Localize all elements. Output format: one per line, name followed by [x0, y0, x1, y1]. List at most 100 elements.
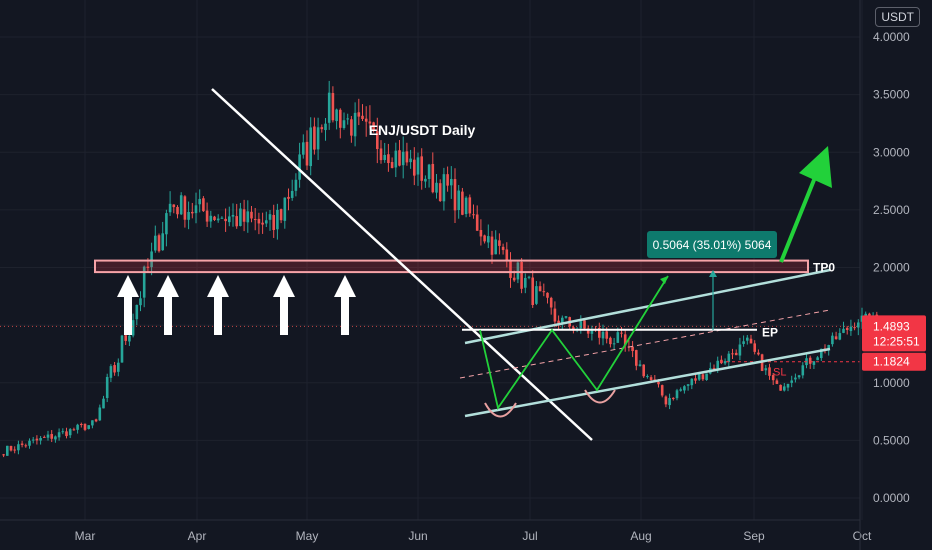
candle-body	[838, 333, 842, 340]
candle-body	[364, 118, 368, 122]
candle-body	[527, 276, 531, 278]
candle-body	[231, 214, 235, 217]
candle-body	[372, 122, 375, 131]
last-price-value: 1.4893	[873, 319, 910, 333]
candle-body	[590, 329, 594, 334]
candle-body	[697, 373, 701, 380]
candle-body	[520, 262, 523, 289]
candle-body	[690, 378, 694, 386]
candle-body	[109, 366, 113, 378]
candle-body	[176, 206, 179, 215]
x-tick-label: Jul	[522, 529, 537, 543]
candle-body	[479, 229, 483, 237]
candle-body	[749, 338, 753, 344]
candle-body	[742, 341, 745, 344]
candle-body	[505, 249, 509, 261]
candle-body	[94, 419, 98, 422]
candle-body	[268, 214, 272, 220]
support-arrow-icon	[273, 275, 295, 335]
stop-loss-badge	[862, 352, 926, 371]
candle-body	[57, 432, 61, 438]
candle-body	[731, 353, 734, 355]
y-tick-label: 4.0000	[873, 30, 910, 44]
candle-body	[102, 398, 105, 409]
chart-title: ENJ/USDT Daily	[369, 122, 476, 138]
candle-body	[187, 211, 190, 220]
candle-body	[464, 197, 468, 215]
candle-body	[734, 352, 738, 356]
candle-body	[216, 218, 220, 221]
candle-body	[834, 336, 838, 340]
candle-body	[827, 345, 830, 350]
y-tick-label: 3.5000	[873, 88, 910, 102]
candle-body	[142, 266, 146, 298]
support-arrow-icon	[157, 275, 179, 335]
candle-body	[509, 261, 512, 278]
x-tick-label: Jun	[408, 529, 427, 543]
candle-body	[723, 361, 727, 364]
candle-body	[131, 320, 135, 336]
candle-body	[257, 218, 261, 224]
x-tick-label: Apr	[188, 529, 207, 543]
candle-body	[172, 204, 176, 208]
resistance-zone	[94, 259, 809, 274]
bottom-cup-left	[484, 402, 517, 418]
candle-body	[442, 174, 446, 202]
candle-body	[438, 183, 442, 201]
candle-body	[694, 378, 697, 381]
downtrend-line	[211, 88, 593, 441]
candle-body	[294, 179, 298, 191]
candle-body	[564, 316, 568, 318]
candle-body	[616, 332, 620, 343]
candle-body	[205, 210, 209, 222]
candle-body	[701, 374, 705, 380]
x-tick-label: Sep	[743, 529, 765, 543]
candle-body	[501, 246, 505, 251]
candle-body	[427, 164, 431, 180]
candle-body	[631, 346, 634, 352]
candle-body	[783, 386, 786, 391]
candle-body	[845, 327, 849, 330]
candle-body	[483, 235, 486, 242]
candle-body	[416, 157, 420, 175]
support-arrow-icon	[117, 275, 139, 335]
candle-body	[276, 209, 279, 230]
candle-body	[357, 112, 361, 117]
candle-body	[609, 337, 612, 345]
candle-body	[50, 434, 53, 439]
candle-body	[46, 434, 50, 438]
candle-body	[409, 158, 412, 163]
candle-body	[413, 159, 416, 176]
candle-body	[664, 396, 668, 405]
candle-body	[198, 198, 201, 205]
candle-body	[361, 115, 364, 119]
measure-badge-label: 0.5064 (35.01%) 5064	[653, 238, 772, 252]
candle-body	[113, 365, 116, 373]
candle-body	[265, 220, 268, 224]
y-tick-label: 2.0000	[873, 261, 910, 275]
candle-body	[346, 118, 349, 120]
candle-body	[820, 348, 823, 359]
candle-body	[183, 196, 187, 220]
candle-body	[757, 352, 760, 355]
candle-body	[487, 236, 490, 243]
candle-body	[179, 195, 183, 215]
candle-body	[146, 266, 150, 268]
bottom-cup-right	[584, 389, 616, 404]
candle-body	[753, 343, 756, 352]
candle-body	[2, 454, 5, 456]
candle-body	[327, 92, 331, 123]
candle-body	[394, 150, 398, 168]
candle-body	[72, 429, 76, 431]
candle-body	[379, 148, 383, 161]
candle-body	[168, 203, 172, 213]
price-axis-unit[interactable]: USDT	[875, 7, 920, 27]
candle-body	[117, 362, 120, 372]
candle-body	[17, 444, 20, 451]
candle-body	[13, 449, 16, 451]
candle-body	[746, 337, 749, 341]
channel-upper-line	[464, 268, 831, 345]
candle-body	[313, 126, 316, 150]
candle-body	[450, 178, 453, 186]
